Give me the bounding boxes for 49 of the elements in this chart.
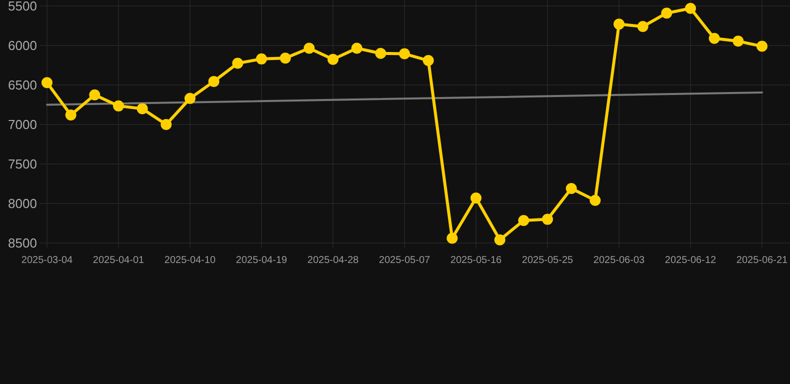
y-tick-label: 7000 [8, 117, 37, 132]
point [351, 42, 362, 54]
point [280, 52, 291, 64]
point [470, 192, 482, 204]
y-tick-label: 6500 [8, 78, 37, 93]
point [685, 2, 696, 14]
point [637, 21, 648, 32]
point [375, 48, 386, 59]
y-tick-label: 5500 [8, 0, 37, 14]
x-tick-label: 2025-04-10 [164, 255, 216, 266]
point [494, 234, 506, 246]
point [542, 214, 553, 225]
x-tick-label: 2025-03-04 [21, 255, 74, 266]
y-tick-label: 6000 [8, 38, 37, 54]
y-tick-label: 8500 [8, 236, 37, 251]
point [184, 92, 196, 104]
point [136, 103, 148, 114]
point [65, 110, 76, 121]
x-tick-label: 2025-04-01 [92, 255, 145, 266]
x-tick-label: 2025-04-19 [236, 255, 288, 266]
x-tick-label: 2025-06-12 [664, 255, 717, 266]
point [304, 42, 315, 54]
x-tick-label: 2025-05-07 [378, 255, 431, 266]
point [160, 119, 172, 130]
point [328, 54, 338, 65]
point [446, 232, 458, 244]
point [708, 32, 720, 44]
x-tick-label: 2025-06-03 [593, 255, 646, 266]
point [756, 40, 768, 52]
point [590, 194, 601, 206]
y-tick-label: 8000 [8, 196, 37, 212]
point [732, 36, 744, 47]
point [232, 58, 244, 69]
point [256, 53, 267, 64]
point [399, 48, 410, 60]
point [661, 8, 672, 19]
point [518, 214, 530, 226]
point [614, 18, 624, 30]
point [208, 76, 220, 87]
x-tick-label: 2025-06-21 [736, 255, 788, 266]
x-tick-label: 2025-05-16 [450, 255, 502, 266]
point [42, 77, 52, 88]
point [113, 100, 124, 112]
x-tick-label: 2025-04-28 [307, 255, 360, 266]
point [422, 55, 434, 66]
x-tick-label: 2025-05-25 [522, 255, 574, 266]
point [566, 182, 577, 194]
y-tick-label: 7500 [8, 156, 37, 172]
point [89, 89, 100, 100]
